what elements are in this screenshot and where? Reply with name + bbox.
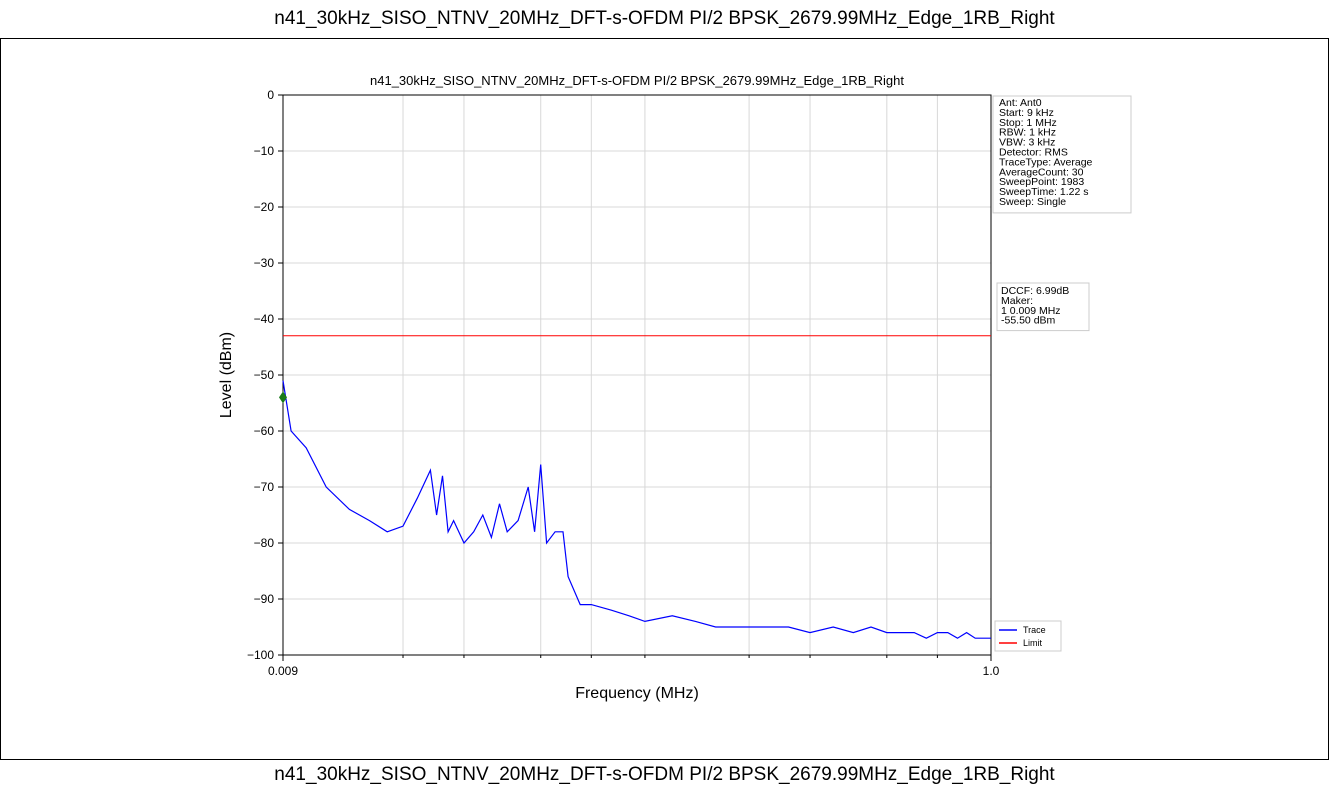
info-box-line: Sweep: Single xyxy=(999,196,1066,208)
y-tick-label: −100 xyxy=(247,648,274,662)
y-tick-label: −60 xyxy=(254,424,275,438)
spectrum-chart: 0 −10 −20 −30 −40 −50 −60 −70 −80 −90 −100 0.009 1.… xyxy=(218,73,1132,702)
y-axis-label: Level (dBm) xyxy=(218,332,235,418)
info-box-frame xyxy=(992,95,1132,214)
footer-title: n41_30kHz_SISO_NTNV_20MHz_DFT-s-OFDM PI/… xyxy=(274,764,1055,785)
series-group xyxy=(279,335,991,639)
legend-frame xyxy=(994,620,1062,652)
y-tick-label: −70 xyxy=(254,480,275,494)
legend: Trace Limit xyxy=(994,620,1062,652)
y-tick-label: −40 xyxy=(254,312,275,326)
marker-box-line: Maker: xyxy=(1001,295,1033,307)
y-tick-label: −80 xyxy=(254,536,275,550)
info-box-line: Start: 9 kHz xyxy=(999,107,1054,119)
info-box-line: Ant: Ant0 xyxy=(999,97,1042,109)
marker-box-line: -55.50 dBm xyxy=(1001,315,1056,327)
y-tick-label: −30 xyxy=(254,256,275,270)
y-tick-label: −10 xyxy=(254,144,275,158)
x-axis-label: Frequency (MHz) xyxy=(575,685,699,702)
info-box-line: VBW: 3 kHz xyxy=(999,137,1055,149)
chart-title: n41_30kHz_SISO_NTNV_20MHz_DFT-s-OFDM PI/… xyxy=(370,73,904,88)
header-title: n41_30kHz_SISO_NTNV_20MHz_DFT-s-OFDM PI/… xyxy=(0,0,1329,39)
grid-lines xyxy=(283,94,991,656)
y-tick-label: −20 xyxy=(254,200,275,214)
y-tick-label: −50 xyxy=(254,368,275,382)
series-trace-line xyxy=(282,380,991,639)
marker-box-line: DCCF: 6.99dB xyxy=(1001,285,1069,297)
marker-box-frame xyxy=(996,282,1090,332)
x-ticks: 0.009 1.0 xyxy=(268,655,1000,678)
legend-label-trace: Trace xyxy=(1023,625,1046,635)
x-tick-label: 0.009 xyxy=(268,664,298,678)
info-box-line: Stop: 1 MHz xyxy=(999,117,1057,129)
y-tick-label: −90 xyxy=(254,592,275,606)
info-box-line: Detector: RMS xyxy=(999,147,1068,159)
chart-cell: 0 −10 −20 −30 −40 −50 −60 −70 −80 −90 −100 0.009 1.… xyxy=(0,38,1329,760)
marker-point xyxy=(279,391,287,404)
info-box-line: SweepPoint: 1983 xyxy=(999,176,1084,188)
legend-label-limit: Limit xyxy=(1023,638,1043,648)
info-box-line: SweepTime: 1.22 s xyxy=(999,186,1089,198)
y-tick-label: 0 xyxy=(267,88,274,102)
info-box-line: AverageCount: 30 xyxy=(999,166,1084,178)
info-box-line: RBW: 1 kHz xyxy=(999,127,1056,139)
x-tick-label: 1.0 xyxy=(983,664,1000,678)
marker-box-line: 1 0.009 MHz xyxy=(1001,305,1061,317)
info-box-line: TraceType: Average xyxy=(999,156,1093,168)
y-ticks: 0 −10 −20 −30 −40 −50 −60 −70 −80 −90 −100 xyxy=(247,88,283,662)
